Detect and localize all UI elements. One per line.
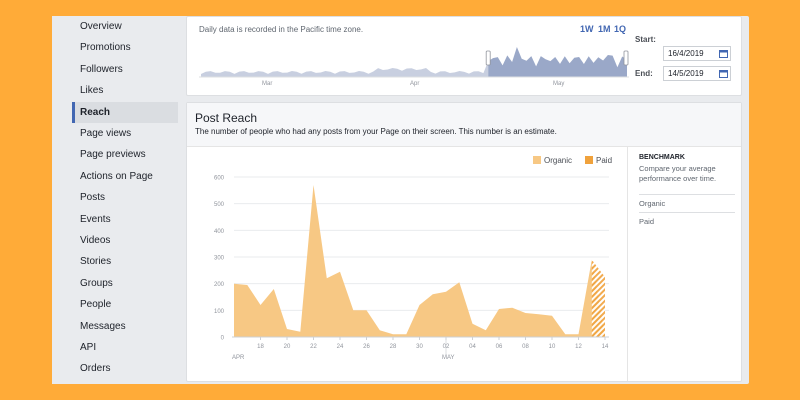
x-tick-label: 20: [284, 344, 291, 350]
y-tick-label: 100: [214, 309, 225, 315]
range-start-handle[interactable]: [485, 50, 491, 66]
x-tick-label: 24: [337, 344, 344, 350]
legend-paid[interactable]: Paid: [585, 156, 612, 165]
sidebar-item-api[interactable]: API: [80, 342, 97, 353]
range-1w-button[interactable]: 1W: [580, 24, 594, 34]
page-title: Post Reach: [195, 111, 258, 125]
sidebar-item-page-views[interactable]: Page views: [80, 128, 132, 139]
page-subtitle: The number of people who had any posts f…: [195, 127, 557, 136]
legend-label: Paid: [596, 156, 613, 165]
y-tick-label: 500: [214, 202, 225, 208]
sidebar-item-events[interactable]: Events: [80, 213, 111, 225]
x-tick-label: 04: [469, 344, 476, 350]
end-date-value: 14/5/2019: [668, 69, 704, 78]
month-label: MAY: [442, 355, 455, 361]
end-date-field[interactable]: 14/5/2019: [663, 66, 731, 81]
sidebar-item-overview[interactable]: Overview: [80, 21, 122, 32]
sidebar-item-actions-on-page[interactable]: Actions on Page: [80, 170, 153, 182]
timezone-note: Daily data is recorded in the Pacific ti…: [199, 25, 364, 34]
sidebar: Overview Promotions Followers Likes Reach Pag…: [52, 16, 180, 384]
sidebar-item-followers[interactable]: Followers: [80, 63, 123, 75]
calendar-icon[interactable]: [719, 69, 728, 78]
paid-area[interactable]: [591, 259, 605, 337]
range-end-handle[interactable]: [623, 50, 629, 66]
x-tick-label: 18: [257, 344, 264, 350]
start-label: Start:: [635, 35, 656, 44]
start-date-value: 16/4/2019: [668, 49, 704, 58]
sidebar-item-groups[interactable]: Groups: [80, 277, 113, 289]
x-tick-label: 14: [602, 344, 609, 350]
sidebar-item-likes[interactable]: Likes: [80, 85, 104, 97]
y-tick-label: 300: [214, 256, 225, 262]
range-1m-button[interactable]: 1M: [598, 24, 611, 34]
post-reach-chart: 0100200300400500600182022242628300204060…: [214, 176, 609, 361]
legend-swatch: [533, 156, 541, 164]
benchmark-title: BENCHMARK: [639, 154, 685, 161]
sidebar-item-page-previews[interactable]: Page previews: [80, 149, 146, 161]
x-tick-label: 30: [416, 344, 423, 350]
x-tick-label: 12: [575, 344, 582, 350]
sidebar-item-reach[interactable]: Reach: [72, 101, 178, 123]
x-tick-label: 28: [390, 344, 397, 350]
legend-swatch: [585, 156, 593, 164]
post-reach-panel: Post Reach The number of people who had …: [186, 102, 742, 382]
benchmark-organic[interactable]: Organic: [639, 194, 735, 208]
organic-area[interactable]: [234, 185, 605, 337]
mini-month-label: May: [553, 81, 565, 87]
x-tick-label: 08: [522, 344, 529, 350]
range-1q-button[interactable]: 1Q: [614, 24, 627, 34]
sidebar-item-stories[interactable]: Stories: [80, 256, 112, 268]
mini-overview-chart[interactable]: [199, 41, 629, 81]
calendar-icon[interactable]: [719, 49, 728, 58]
sidebar-item-orders[interactable]: Orders: [80, 363, 111, 375]
x-tick-label: 06: [496, 344, 503, 350]
sidebar-item-messages[interactable]: Messages: [80, 320, 126, 332]
sidebar-item-videos[interactable]: Videos: [80, 235, 111, 246]
legend-label: Organic: [544, 156, 573, 165]
mini-month-label: Mar: [262, 81, 273, 87]
benchmark-paid[interactable]: Paid: [639, 212, 735, 226]
y-tick-label: 200: [214, 282, 225, 288]
insights-window: Overview Promotions Followers Likes Reach Pag…: [52, 16, 749, 384]
y-tick-label: 0: [221, 336, 225, 342]
x-tick-label: 26: [363, 344, 370, 350]
sidebar-item-posts[interactable]: Posts: [80, 192, 106, 204]
sidebar-item-people[interactable]: People: [80, 299, 112, 311]
start-date-field[interactable]: 16/4/2019: [663, 46, 731, 61]
legend-organic[interactable]: Organic: [533, 156, 572, 165]
x-tick-label: 22: [310, 344, 317, 350]
mini-month-label: Apr: [410, 81, 420, 87]
month-label: APR: [232, 355, 245, 361]
end-label: End:: [635, 69, 653, 78]
sidebar-item-promotions[interactable]: Promotions: [80, 42, 131, 54]
y-tick-label: 600: [214, 176, 225, 182]
date-range-panel: Daily data is recorded in the Pacific ti…: [186, 16, 742, 96]
mini-area-selected: [488, 47, 627, 77]
post-reach-header: Post Reach The number of people who had …: [187, 103, 741, 147]
benchmark-panel: BENCHMARK Compare your average performan…: [627, 146, 742, 381]
benchmark-description: Compare your average performance over ti…: [639, 164, 717, 183]
x-tick-label: 10: [549, 344, 556, 350]
mini-area-history: [201, 61, 489, 77]
y-tick-label: 400: [214, 229, 225, 235]
